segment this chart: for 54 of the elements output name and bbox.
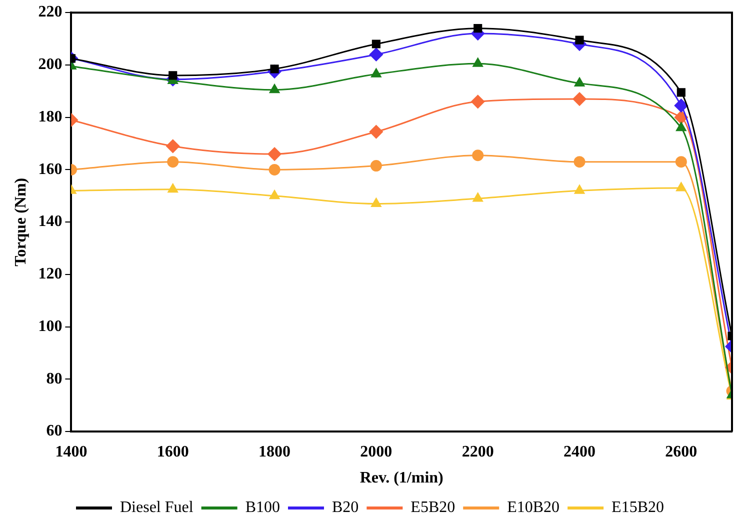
point <box>674 110 688 124</box>
point <box>369 125 383 139</box>
legend-label: E10B20 <box>507 499 560 516</box>
point <box>472 192 483 202</box>
point <box>370 160 382 172</box>
point <box>676 182 686 192</box>
point <box>269 190 280 200</box>
point <box>168 71 178 80</box>
legend-label: E5B20 <box>410 499 456 516</box>
x-tick-label: 1400 <box>55 443 88 460</box>
x-tick-label: 2600 <box>665 443 698 460</box>
point <box>474 24 482 33</box>
point <box>574 78 585 87</box>
point <box>676 88 686 97</box>
point <box>268 164 280 176</box>
point <box>572 92 586 106</box>
y-tick-label: 100 <box>38 318 62 335</box>
y-tick-label: 60 <box>46 422 62 440</box>
point <box>268 147 282 161</box>
x-tick-label: 2000 <box>360 443 392 460</box>
point <box>371 198 382 208</box>
y-tick-label: 220 <box>38 4 62 21</box>
point <box>574 184 585 194</box>
y-axis-title: Torque (Nm) <box>12 178 30 266</box>
y-tick-label: 180 <box>38 108 62 126</box>
point <box>675 156 687 168</box>
point <box>166 139 180 153</box>
x-tick-label: 1600 <box>156 443 189 460</box>
legend-label: Diesel Fuel <box>120 499 194 516</box>
point <box>472 58 483 67</box>
point <box>575 36 584 44</box>
point <box>168 184 178 193</box>
y-tick-label: 160 <box>38 160 62 178</box>
y-tick-label: 80 <box>46 370 62 388</box>
point <box>369 48 383 62</box>
x-tick-label: 1800 <box>258 443 291 460</box>
point <box>676 122 686 132</box>
point <box>574 156 586 168</box>
point <box>167 156 179 168</box>
point <box>371 68 382 78</box>
legend-label: E15B20 <box>612 499 664 516</box>
y-tick-label: 200 <box>38 56 62 74</box>
x-axis-title: Rev. (1/min) <box>360 470 444 487</box>
x-tick-label: 2200 <box>462 443 494 460</box>
point <box>269 84 280 94</box>
y-tick-label: 120 <box>38 266 62 283</box>
legend-label: B20 <box>332 499 359 516</box>
point <box>472 150 484 162</box>
point <box>372 40 380 48</box>
point <box>471 94 485 108</box>
legend-label: B100 <box>245 499 280 516</box>
y-tick-label: 140 <box>38 213 62 230</box>
point <box>674 98 688 112</box>
x-tick-label: 2400 <box>564 443 596 460</box>
